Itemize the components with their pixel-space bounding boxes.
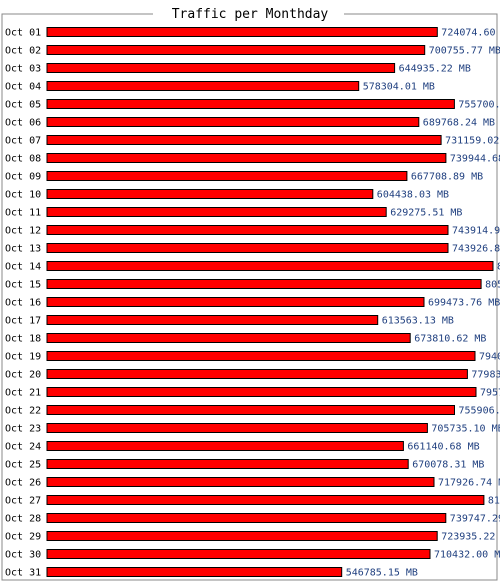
category-label: Oct 15: [5, 280, 41, 291]
traffic-bar: [46, 297, 425, 307]
value-label: 667708.89 MB: [411, 172, 483, 183]
value-label: 739944.68 MB: [450, 154, 500, 165]
value-label: 739747.29 MB: [450, 514, 500, 525]
traffic-bar: [46, 81, 360, 91]
value-label: 604438.03 MB: [377, 190, 449, 201]
category-label: Oct 26: [5, 478, 41, 489]
value-label: 723935.22 MB: [441, 532, 500, 543]
category-label: Oct 20: [5, 370, 41, 381]
traffic-bar: [46, 531, 438, 541]
category-label: Oct 11: [5, 208, 41, 219]
value-label: 743926.88 MB: [452, 244, 500, 255]
category-label: Oct 04: [5, 82, 41, 93]
category-label: Oct 31: [5, 568, 41, 579]
traffic-bar: [46, 225, 449, 235]
traffic-bar: [46, 441, 404, 451]
value-label: 795765.11 MB: [480, 388, 500, 399]
category-label: Oct 22: [5, 406, 41, 417]
value-label: 810532.14 MB: [488, 496, 500, 507]
category-label: Oct 08: [5, 154, 41, 165]
category-label: Oct 25: [5, 460, 41, 471]
traffic-bar: [46, 117, 420, 127]
value-label: 710432.00 MB: [434, 550, 500, 561]
category-label: Oct 14: [5, 262, 41, 273]
value-label: 731159.02 MB: [445, 136, 500, 147]
value-label: 699473.76 MB: [428, 298, 500, 309]
value-label: 705735.10 MB: [431, 424, 500, 435]
category-label: Oct 16: [5, 298, 41, 309]
traffic-bar: [46, 423, 428, 433]
category-label: Oct 28: [5, 514, 41, 525]
category-label: Oct 10: [5, 190, 41, 201]
traffic-bar: [46, 459, 409, 469]
category-label: Oct 06: [5, 118, 41, 129]
value-label: 689768.24 MB: [423, 118, 495, 129]
category-label: Oct 03: [5, 64, 41, 75]
traffic-bar: [46, 549, 431, 559]
traffic-bar: [46, 495, 485, 505]
category-label: Oct 05: [5, 100, 41, 111]
category-label: Oct 29: [5, 532, 41, 543]
traffic-bar: [46, 387, 477, 397]
traffic-bar: [46, 45, 426, 55]
value-label: 613563.13 MB: [382, 316, 454, 327]
category-label: Oct 12: [5, 226, 41, 237]
traffic-bar: [46, 351, 476, 361]
chart-rows: Oct 01 724074.60 MB Oct 02 700755.77 MB Oct …: [5, 27, 500, 579]
category-label: Oct 27: [5, 496, 41, 507]
value-label: 546785.15 MB: [346, 568, 418, 579]
traffic-bar: [46, 27, 438, 37]
category-label: Oct 23: [5, 424, 41, 435]
value-label: 670078.31 MB: [412, 460, 484, 471]
traffic-bar: [46, 261, 494, 271]
value-label: 724074.60 MB: [441, 28, 500, 39]
category-label: Oct 19: [5, 352, 41, 363]
category-label: Oct 09: [5, 172, 41, 183]
value-label: 755906.31 MB: [459, 406, 500, 417]
value-label: 673810.62 MB: [414, 334, 486, 345]
traffic-bar: [46, 189, 374, 199]
traffic-bar: [46, 153, 447, 163]
value-label: 700755.77 MB: [429, 46, 500, 57]
traffic-bar: [46, 405, 455, 415]
value-label: 779837.25 MB: [471, 370, 500, 381]
traffic-bar: [46, 477, 435, 487]
traffic-bar: [46, 171, 408, 181]
traffic-bar: [46, 513, 447, 523]
category-label: Oct 24: [5, 442, 41, 453]
value-label: 794045.07 MB: [479, 352, 500, 363]
traffic-bar: [46, 315, 379, 325]
traffic-bar: [46, 207, 387, 217]
category-label: Oct 21: [5, 388, 41, 399]
traffic-bar: [46, 333, 411, 343]
category-label: Oct 02: [5, 46, 41, 57]
chart-title: Traffic per Monthday: [172, 7, 329, 22]
traffic-bar: [46, 369, 468, 379]
traffic-bar: [46, 99, 455, 109]
category-label: Oct 07: [5, 136, 41, 147]
value-label: 661140.68 MB: [407, 442, 479, 453]
traffic-bar: [46, 243, 449, 253]
category-label: Oct 18: [5, 334, 41, 345]
category-label: Oct 13: [5, 244, 41, 255]
value-label: 805318.32 MB: [485, 280, 500, 291]
value-label: 717926.74 MB: [438, 478, 500, 489]
value-label: 578304.01 MB: [363, 82, 435, 93]
value-label: 755700.48 MB: [458, 100, 500, 111]
traffic-bar: [46, 63, 396, 73]
value-label: 644935.22 MB: [399, 64, 471, 75]
traffic-bar: [46, 567, 343, 577]
category-label: Oct 17: [5, 316, 41, 327]
traffic-bar: [46, 279, 482, 289]
traffic-bar: [46, 135, 442, 145]
value-label: 743914.95 MB: [452, 226, 500, 237]
value-label: 827389.36 MB: [497, 262, 500, 273]
category-label: Oct 01: [5, 28, 41, 39]
chart-frame: [1, 13, 498, 581]
value-label: 629275.51 MB: [390, 208, 462, 219]
category-label: Oct 30: [5, 550, 41, 561]
